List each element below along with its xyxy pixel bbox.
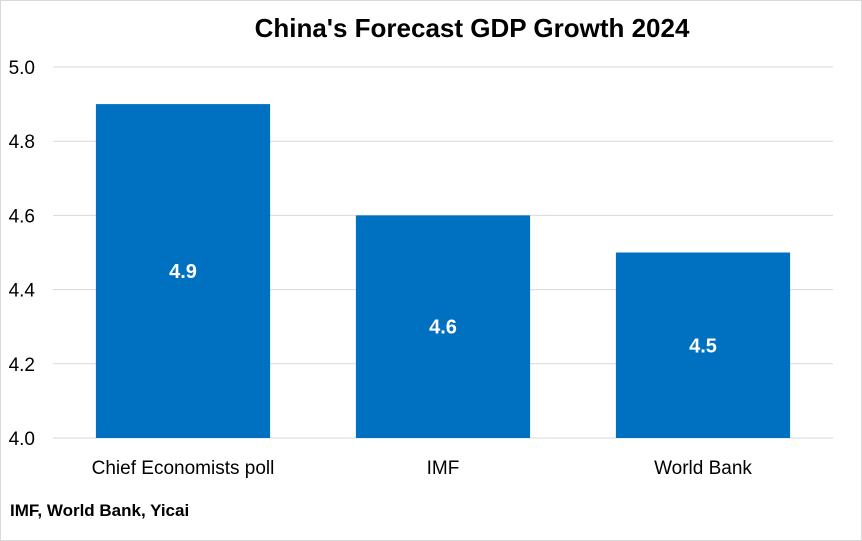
data-labels: 4.9 4.6 4.5 xyxy=(169,261,717,357)
category-label: Chief Economists poll xyxy=(92,458,275,479)
bar xyxy=(615,252,791,438)
data-label: 4.9 xyxy=(169,261,197,283)
data-label: 4.5 xyxy=(689,335,717,357)
chart-title: China's Forecast GDP Growth 2024 xyxy=(255,13,690,43)
y-axis-tick-labels: 4.0 4.2 4.4 4.6 4.8 5.0 xyxy=(9,58,36,450)
y-tick-label: 4.4 xyxy=(9,281,36,302)
bars xyxy=(95,104,791,438)
y-tick-label: 4.2 xyxy=(9,355,35,376)
y-tick-label: 4.6 xyxy=(9,206,35,227)
category-label: World Bank xyxy=(654,458,752,479)
y-tick-label: 4.0 xyxy=(9,429,35,450)
data-label: 4.6 xyxy=(429,317,457,339)
y-tick-label: 4.8 xyxy=(9,132,35,153)
bar xyxy=(95,104,271,438)
source-note: IMF, World Bank, Yicai xyxy=(10,501,190,520)
y-tick-label: 5.0 xyxy=(9,58,35,79)
category-label: IMF xyxy=(427,458,460,479)
bar xyxy=(355,215,531,438)
x-axis-category-labels: Chief Economists poll IMF World Bank xyxy=(92,458,753,479)
